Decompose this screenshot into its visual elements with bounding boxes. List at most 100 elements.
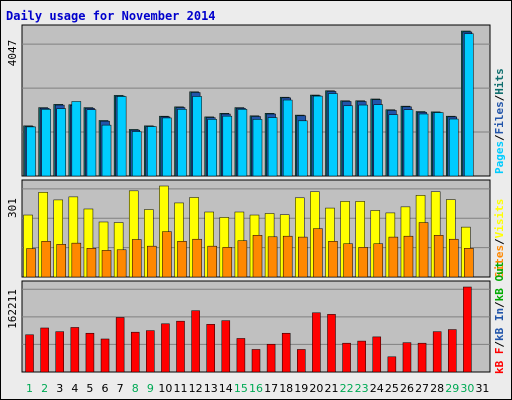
x-tick-day-13: 13 xyxy=(204,382,218,395)
legend-1-0: Sites xyxy=(493,245,506,278)
x-tick-day-24: 24 xyxy=(370,382,384,395)
bar-sites-day-1 xyxy=(26,248,36,278)
bar-kb-f-day-8 xyxy=(130,331,140,373)
bar-pages-day-25 xyxy=(388,114,399,177)
bar-pages-day-5 xyxy=(86,109,97,177)
bar-sites-day-12 xyxy=(192,238,202,278)
legend-0-2: Files xyxy=(493,101,506,134)
bar-kb-f-day-29 xyxy=(448,329,457,373)
bar-kb-f-day-10 xyxy=(161,323,170,373)
bar-pages-day-11 xyxy=(177,109,187,177)
bar-kb-f-day-12 xyxy=(191,310,200,373)
bar-kb-f-day-18 xyxy=(281,332,291,373)
x-tick-day-26: 26 xyxy=(400,382,414,395)
x-tick-day-30: 30 xyxy=(460,382,474,395)
bar-sites-day-30 xyxy=(464,248,474,278)
x-tick-day-6: 6 xyxy=(102,382,109,395)
bar-kb-f-day-24 xyxy=(372,336,382,373)
bar-sites-day-4 xyxy=(71,242,82,278)
chart-title: Daily usage for November 2014 xyxy=(6,9,216,23)
bar-pages-day-28 xyxy=(433,112,444,177)
x-tick-day-14: 14 xyxy=(219,382,233,395)
bar-sites-day-6 xyxy=(101,250,112,278)
x-tick-day-15: 15 xyxy=(234,382,248,395)
bar-kb-f-day-14 xyxy=(221,320,231,373)
x-tick-day-20: 20 xyxy=(309,382,323,395)
bar-pages-day-26 xyxy=(403,109,414,177)
bar-pages-day-4 xyxy=(71,101,82,177)
x-tick-day-5: 5 xyxy=(86,382,93,395)
legend-0-0: Pages xyxy=(493,141,506,174)
bar-kb-f-day-7 xyxy=(115,317,125,373)
bar-sites-day-8 xyxy=(131,239,142,278)
x-tick-day-21: 21 xyxy=(324,382,338,395)
x-tick-day-17: 17 xyxy=(264,382,278,395)
bar-kb-f-day-17 xyxy=(266,343,276,373)
bar-pages-day-21 xyxy=(328,93,338,177)
bar-pages-day-10 xyxy=(162,117,172,177)
bar-sites-day-11 xyxy=(177,241,187,278)
legend-2-0: kB F xyxy=(493,348,506,375)
bar-sites-day-5 xyxy=(86,248,97,278)
bar-kb-f-day-20 xyxy=(312,312,321,373)
bar-pages-day-12 xyxy=(192,96,202,177)
bar-pages-day-22 xyxy=(343,105,353,177)
bar-kb-f-day-9 xyxy=(146,330,155,373)
x-tick-day-4: 4 xyxy=(71,382,78,395)
bar-kb-f-day-28 xyxy=(432,331,442,373)
x-tick-day-31: 31 xyxy=(475,382,489,395)
bar-sites-day-9 xyxy=(147,245,157,278)
x-tick-day-1: 1 xyxy=(26,382,33,395)
bar-pages-day-17 xyxy=(267,117,278,177)
bar-sites-day-28 xyxy=(433,235,444,278)
x-tick-day-28: 28 xyxy=(430,382,444,395)
bar-sites-day-16 xyxy=(252,235,263,278)
bar-kb-f-day-30 xyxy=(463,286,472,373)
x-tick-day-22: 22 xyxy=(340,382,354,395)
bar-pages-day-15 xyxy=(237,109,248,177)
bar-kb-f-day-16 xyxy=(251,349,261,373)
bar-kb-f-day-15 xyxy=(236,338,246,373)
bar-pages-day-14 xyxy=(222,115,233,177)
bar-pages-day-20 xyxy=(313,95,323,177)
bar-sites-day-20 xyxy=(313,228,323,278)
bar-sites-day-27 xyxy=(418,222,429,278)
bar-pages-day-16 xyxy=(252,119,263,177)
bar-pages-day-1 xyxy=(26,126,36,177)
bar-pages-day-9 xyxy=(147,126,157,177)
bar-pages-day-13 xyxy=(207,119,217,177)
panel-max-label: 301 xyxy=(6,198,19,218)
bar-kb-f-day-22 xyxy=(342,342,351,373)
x-tick-day-27: 27 xyxy=(415,382,429,395)
legend-0-1: / xyxy=(493,134,506,141)
bar-sites-day-26 xyxy=(403,235,414,278)
bar-kb-f-day-3 xyxy=(55,331,64,373)
bar-sites-day-13 xyxy=(207,245,217,278)
bar-sites-day-2 xyxy=(41,241,51,278)
panel-max-label: 162211 xyxy=(6,289,19,329)
bar-sites-day-23 xyxy=(358,247,368,278)
bar-sites-day-21 xyxy=(328,241,338,278)
bar-pages-day-23 xyxy=(358,104,368,177)
bar-kb-f-day-26 xyxy=(402,342,412,373)
bar-pages-day-6 xyxy=(101,124,112,177)
bar-kb-f-day-5 xyxy=(85,332,95,373)
x-tick-day-25: 25 xyxy=(385,382,399,395)
bar-sites-day-25 xyxy=(388,236,399,278)
legend-2-1: / xyxy=(493,341,506,348)
bar-kb-f-day-19 xyxy=(297,349,306,373)
bar-pages-day-8 xyxy=(131,131,142,177)
x-tick-day-12: 12 xyxy=(189,382,203,395)
bar-sites-day-29 xyxy=(449,238,459,278)
bar-kb-f-day-6 xyxy=(100,338,110,373)
bar-kb-f-day-11 xyxy=(176,320,185,373)
legend-2-4: kB Out xyxy=(493,262,506,302)
x-tick-day-2: 2 xyxy=(41,382,48,395)
legend-2-2: kB In xyxy=(493,308,506,341)
panel-max-label: 4047 xyxy=(6,40,19,67)
bar-sites-day-15 xyxy=(237,240,248,278)
bar-sites-day-24 xyxy=(373,243,384,278)
x-tick-day-23: 23 xyxy=(355,382,369,395)
x-tick-day-8: 8 xyxy=(132,382,139,395)
